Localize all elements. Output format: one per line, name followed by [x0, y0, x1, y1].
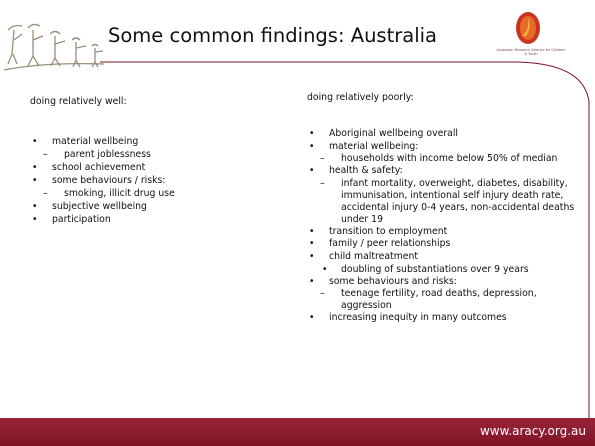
footer-bar: www.aracy.org.au [0, 418, 595, 446]
title-rule [100, 61, 590, 418]
bullet-item: school achievement [30, 161, 290, 174]
slide-title: Some common findings: Australia [108, 24, 437, 47]
sub-bullet-item: teenage fertility, road deaths, depressi… [307, 288, 581, 312]
bullet-item: child maltreatment [307, 251, 585, 264]
bullet-item: some behaviours / risks: [30, 174, 290, 187]
bullet-item: family / peer relationships [307, 238, 585, 251]
bullet-item: some behaviours and risks: [307, 276, 585, 289]
bullet-item: material wellbeing [30, 135, 290, 148]
footer-url: www.aracy.org.au [479, 424, 586, 438]
bullet-item: Aboriginal wellbeing overall [307, 128, 585, 141]
bullet-item: subjective wellbeing [30, 200, 290, 213]
bullet-item: material wellbeing: [307, 141, 585, 154]
bullet-item: participation [30, 213, 290, 226]
right-column: doing relatively poorly: Aboriginal wellb… [307, 92, 585, 325]
left-column: doing relatively well: material wellbeing… [30, 96, 290, 226]
sub-bullet-item: doubling of substantiations over 9 years [307, 264, 581, 276]
bullet-item: increasing inequity in many outcomes [307, 312, 585, 325]
column-heading: doing relatively poorly: [307, 92, 414, 103]
bullet-item: health & safety: [307, 165, 585, 178]
column-heading: doing relatively well: [30, 96, 127, 107]
bullet-item: transition to employment [307, 226, 585, 239]
logo-caption: Australian Research Alliance for Childre… [496, 48, 566, 57]
logo [516, 12, 540, 44]
sub-bullet-item: smoking, illicit drug use [30, 187, 290, 200]
figures-illustration [3, 23, 105, 71]
sub-bullet-item: households with income below 50% of medi… [307, 153, 581, 165]
sub-bullet-item: parent joblessness [30, 148, 290, 161]
sub-bullet-item: infant mortality, overweight, diabetes, … [307, 178, 581, 226]
